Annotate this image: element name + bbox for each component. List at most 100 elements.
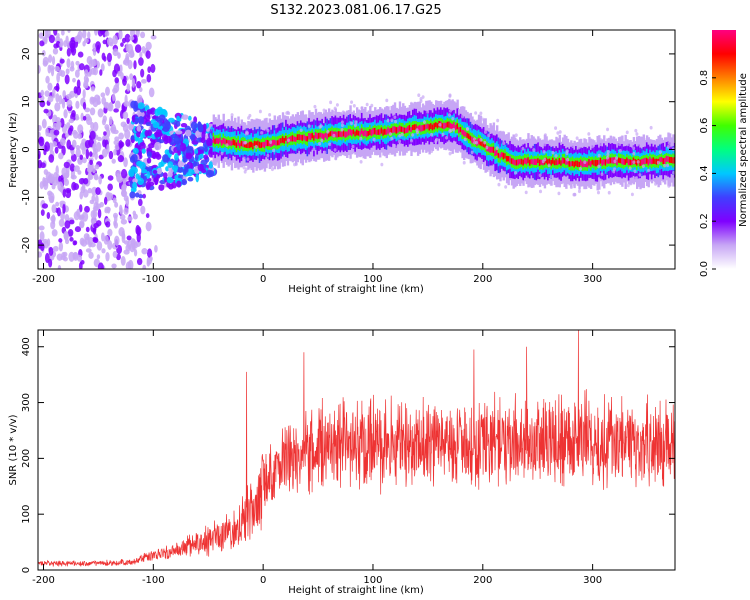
spectrogram-trace-cell	[673, 157, 675, 164]
spectrogram-noise-cell	[66, 58, 71, 69]
spectrogram-noise-cell	[107, 37, 113, 46]
spectrogram-noise-cell	[67, 30, 71, 33]
spectrogram-trace-cell	[535, 159, 538, 165]
spectrogram-noise-cell	[64, 220, 71, 229]
spectrogram-noise-cell	[120, 121, 127, 128]
spectrogram-noise-cell	[126, 83, 131, 92]
spectrogram-noise-cell	[114, 143, 120, 151]
spectrogram-noise-cell	[82, 178, 89, 185]
spectrogram-trace-cell	[570, 161, 573, 167]
spectrogram-halo-cell	[658, 150, 662, 154]
spectrogram-halo-cell	[351, 144, 355, 149]
spectrogram-noise-cell	[38, 124, 42, 132]
spectrogram-noise-cell	[90, 86, 96, 92]
spectrogram-noise-cell	[66, 139, 72, 150]
spectrogram-halo-cell	[605, 155, 609, 160]
spectrogram-halo-cell	[417, 93, 421, 97]
spectrogram-noise-cell	[60, 70, 66, 78]
spectrogram-noise-cell	[85, 116, 93, 126]
spectrogram-trace-cell	[410, 126, 413, 132]
spectrogram-noise-cell	[55, 93, 60, 103]
spectrogram-halo-cell	[350, 100, 354, 104]
spectrogram-trace-cell	[652, 157, 655, 164]
spectrogram-transition-cell	[200, 137, 206, 144]
spectrogram-halo-cell	[344, 111, 348, 116]
spectrogram-halo-cell	[260, 130, 264, 135]
spectrogram-halo-cell	[448, 151, 452, 156]
spectrogram-trace-cell	[301, 134, 304, 141]
spectrogram-halo-cell	[326, 130, 330, 134]
spectrogram-noise-cell	[38, 149, 41, 159]
spectrogram-trace-cell	[575, 160, 578, 167]
spectrogram-transition-cell	[166, 177, 173, 184]
spectrogram-noise-cell	[95, 187, 101, 195]
spectrogram-trace-cell	[423, 124, 426, 131]
spectrogram-halo-cell	[398, 133, 402, 138]
spectrogram-halo-cell	[600, 172, 604, 177]
spectrogram-halo-cell	[230, 113, 234, 117]
spectrogram-halo-cell	[359, 136, 363, 141]
spectrogram-noise-cell	[120, 42, 124, 47]
spectrogram-trace-cell	[326, 133, 329, 140]
spectrogram-halo-cell	[483, 164, 487, 168]
spectrogram-halo-cell	[421, 95, 425, 99]
spectrogram-trace-cell	[405, 127, 408, 134]
spectrogram-halo-cell	[632, 160, 636, 164]
spectrogram-noise-cell	[89, 159, 93, 166]
spectrogram-trace-cell	[603, 158, 606, 165]
spectrogram-transition-cell	[195, 173, 200, 183]
spectrogram-noise-cell	[114, 201, 119, 208]
spectrogram-trace-cell	[530, 158, 533, 165]
spectrogram-trace-cell	[520, 158, 524, 165]
spectrogram-halo-cell	[370, 103, 374, 108]
spectrogram-noise-cell	[106, 128, 111, 138]
spectrogram-noise-cell	[52, 47, 59, 55]
spectrogram-noise-cell	[92, 206, 99, 212]
spectrogram-trace-cell	[219, 137, 222, 143]
spectrogram-trace-cell	[571, 160, 575, 167]
spectrogram-noise-cell	[113, 108, 119, 113]
spectrogram-noise-cell	[126, 117, 130, 125]
spectrogram-halo-cell	[496, 118, 500, 123]
spectrogram-trace-cell	[642, 158, 645, 165]
spectrogram-noise-cell	[96, 241, 103, 251]
spectrogram-noise-cell	[84, 69, 89, 76]
spectrogram-transition-cell	[180, 122, 188, 128]
snr-y-tick-label: 400	[21, 337, 32, 356]
spectrogram-noise-cell	[117, 52, 121, 59]
spectrogram-trace-cell	[352, 129, 356, 135]
spectrogram-noise-cell	[128, 122, 134, 131]
spectrogram-noise-cell	[122, 111, 129, 120]
colorbar-ticks: 0.0 0.2 0.4 0.6 0.8	[699, 70, 716, 277]
spectrogram-noise-cell	[149, 256, 153, 262]
spectrogram-halo-cell	[501, 130, 505, 135]
spectrogram-trace-cell	[672, 157, 675, 164]
spectrogram-trace-cell	[224, 138, 227, 145]
spectrogram-transition-cell	[175, 130, 183, 135]
spectrogram-noise-cell	[72, 77, 76, 83]
spectrogram-trace-cell	[573, 161, 576, 168]
spectrogram-noise-cell	[98, 175, 102, 185]
spectrogram-noise-cell	[137, 198, 143, 207]
spectrogram-trace-cell	[260, 142, 263, 149]
spectrogram-halo-cell	[572, 192, 576, 197]
spectrogram-halo-cell	[554, 154, 558, 158]
spectrogram-halo-cell	[597, 153, 601, 158]
spectrogram-halo-cell	[307, 124, 311, 128]
spectrogram-noise-cell	[112, 250, 118, 258]
spectrogram-trace-cell	[665, 155, 669, 162]
spectrogram-trace-cell	[492, 146, 496, 153]
spectrogram-trace-cell	[426, 123, 430, 129]
spectrogram-x-axis-label: Height of straight line (km)	[288, 284, 424, 295]
spectrogram-trace-cell	[443, 122, 446, 130]
spectrogram-noise-cell	[79, 154, 84, 160]
spectrogram-noise-cell	[113, 84, 120, 93]
spectrogram-trace-cell	[640, 159, 644, 166]
spectrogram-transition-cell	[141, 148, 146, 154]
spectrogram-noise-cell	[111, 263, 117, 269]
spectrogram-trace-cell	[397, 126, 400, 133]
spectrogram-noise-cell	[128, 50, 135, 59]
spectrogram-halo-cell	[225, 143, 229, 147]
spectrogram-noise-cell	[82, 101, 87, 110]
figure-title: S132.2023.081.06.17.G25	[270, 3, 441, 18]
